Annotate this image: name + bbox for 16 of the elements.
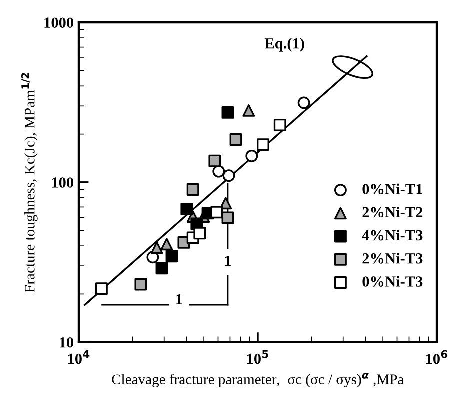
annotation: 1 [176,294,182,304]
x-tick-label: 10$^{5}$ [247,350,268,364]
x-axis-title: Cleavage fracture parameter, σc (σc / σys)$^{α}$ ,MPa [112,373,404,388]
legend-label: 4%Ni-T3 [362,230,423,241]
y-tick-label: 100 [52,178,74,188]
y-tick-label: 1000 [44,18,74,28]
y-tick-label: 10 [60,337,74,348]
y-axis-title: Fracture toughness, Kc(Jc), MPam$^{1/2}$ [21,73,38,293]
legend-label: 2%Ni-T2 [362,206,423,218]
legend-label: 0%Ni-T3 [362,276,423,287]
annotation: Eq.(1) [264,38,304,52]
x-tick-label: 10$^{6}$ [426,350,448,364]
x-tick-label: 10$^{4}$ [68,350,90,364]
legend-label: 0%Ni-T1 [362,184,422,195]
annotation: 1 [225,256,231,266]
legend-label: 2%Ni-T3 [362,253,423,264]
